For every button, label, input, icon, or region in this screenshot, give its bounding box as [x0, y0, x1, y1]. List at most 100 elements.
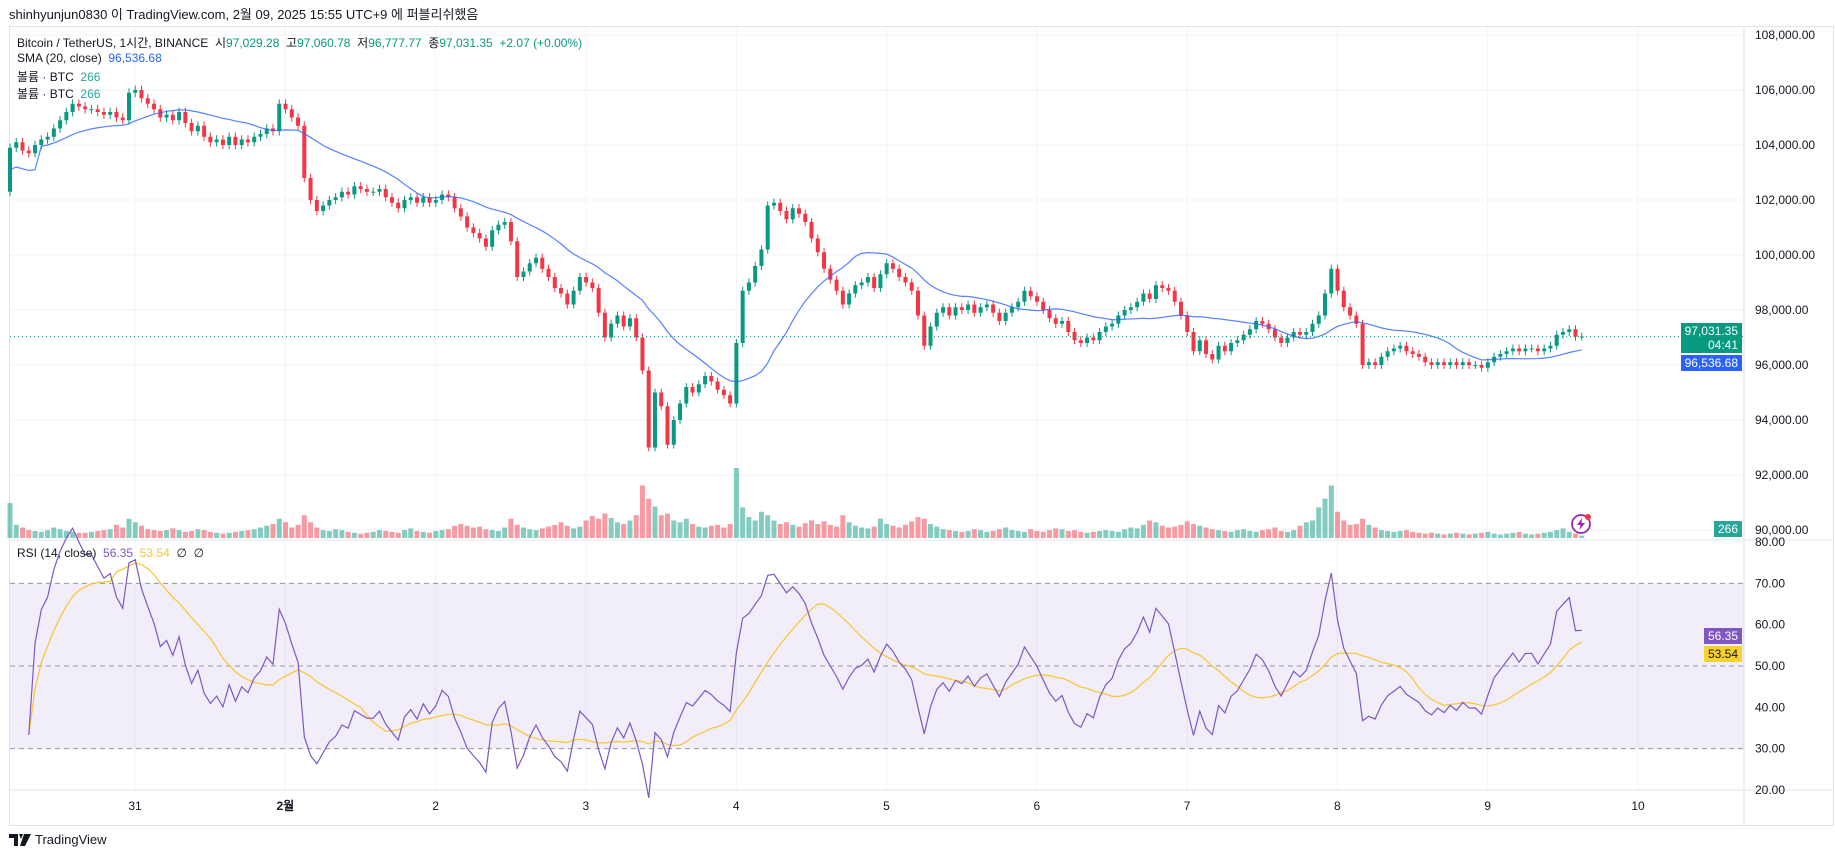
volume-bar [95, 531, 101, 538]
candle-body [834, 279, 839, 291]
candle-body [1473, 365, 1478, 366]
volume-bar [665, 513, 671, 538]
candle-body [396, 202, 401, 209]
sma-legend[interactable]: SMA (20, close) 96,536.68 [17, 51, 162, 65]
candle-body [1335, 268, 1340, 291]
candle-body [120, 117, 125, 121]
candle-body [358, 186, 363, 189]
candle-body [371, 191, 376, 193]
volume-bar [633, 515, 639, 538]
volume-bar [245, 530, 251, 538]
volume-bar [646, 498, 652, 538]
candle-body [815, 238, 820, 253]
volume-bar [959, 531, 965, 538]
time-tick-label: 10 [1631, 799, 1645, 813]
volume-bar [301, 515, 307, 538]
candle-body [840, 290, 845, 305]
symbol-legend[interactable]: Bitcoin / TetherUS, 1시간, BINANCE 시97,029… [17, 34, 582, 51]
volume-bar [1554, 530, 1560, 538]
candle-body [108, 112, 113, 115]
candle-body [189, 123, 194, 132]
time-tick-label: 8 [1334, 799, 1341, 813]
price-tick-label: 92,000.00 [1755, 468, 1809, 482]
candle-body [170, 114, 175, 121]
candle-body [609, 323, 614, 338]
candle-body [339, 191, 344, 198]
volume-bar [1416, 532, 1422, 538]
volume-bar [1322, 498, 1328, 538]
volume-bar [214, 532, 220, 538]
volume-bar [815, 524, 821, 538]
time-tick-label: 31 [128, 799, 142, 813]
volume-legend[interactable]: 볼륨 · BTC 266 [17, 68, 100, 85]
tradingview-logo-icon [9, 833, 31, 846]
close-value: 97,031.35 [439, 36, 493, 50]
candle-body [415, 197, 420, 203]
candle-body [753, 266, 758, 283]
volume-bar [383, 531, 389, 538]
candle-body [1423, 356, 1428, 363]
candle-body [252, 136, 257, 143]
candle-body [346, 191, 351, 195]
candle-body [1385, 351, 1390, 357]
volume-bar [113, 524, 119, 538]
candle-body [364, 189, 369, 192]
candle-body [671, 420, 676, 445]
volume-bar [1040, 531, 1046, 538]
candle-body [1323, 293, 1328, 316]
volume-bar [345, 531, 351, 538]
lightning-icon[interactable] [1570, 513, 1592, 535]
tradingview-logo[interactable]: TradingView [9, 832, 107, 847]
candle-body [1197, 340, 1202, 352]
high-label: 고 [286, 36, 298, 50]
volume-bar [70, 531, 76, 538]
candle-body [76, 103, 81, 107]
time-tick-label: 6 [1033, 799, 1040, 813]
volume-bar [558, 522, 564, 538]
candle-body [1329, 268, 1334, 294]
candle-body [220, 139, 225, 145]
candle-body [809, 222, 814, 239]
rsi-extra-2: ∅ [193, 546, 205, 560]
volume-bar [1378, 530, 1384, 538]
candle-body [828, 268, 833, 280]
candle-body [483, 238, 488, 247]
candle-body [508, 222, 513, 242]
volume-bar [1297, 525, 1303, 538]
volume-bar [207, 531, 213, 538]
logo-text: TradingView [35, 832, 107, 847]
candle-body [1235, 340, 1240, 343]
volume-bar [1422, 533, 1428, 538]
volume-bar [226, 532, 232, 538]
symbol-title: Bitcoin / TetherUS, 1시간, BINANCE [17, 36, 209, 50]
volume-bar [1504, 533, 1510, 538]
candle-body [1078, 340, 1083, 343]
volume-legend-2[interactable]: 볼륨 · BTC 266 [17, 85, 100, 102]
volume-bar [1328, 485, 1334, 538]
candle-body [1272, 329, 1277, 338]
volume-bar [1259, 530, 1265, 538]
candle-body [915, 290, 920, 316]
candle-body [577, 277, 582, 291]
candle-body [1204, 340, 1209, 354]
volume-bar [621, 524, 627, 538]
volume-bar [639, 485, 645, 538]
volume-bar [1140, 524, 1146, 538]
chart-frame[interactable] [9, 26, 1834, 826]
volume-bar [890, 525, 896, 538]
volume-bar [1228, 531, 1234, 538]
volume-bar [1197, 525, 1203, 538]
candle-body [515, 241, 520, 277]
rsi-legend[interactable]: RSI (14, close) 56.35 53.54 ∅ ∅ [17, 546, 204, 560]
candle-body [947, 307, 952, 316]
price-tick-label: 104,000.00 [1755, 138, 1815, 152]
volume-bar [746, 517, 752, 538]
candle-body [1247, 329, 1252, 335]
volume-bar [1278, 531, 1284, 538]
time-tick-label: 7 [1184, 799, 1191, 813]
volume-bar [1266, 529, 1272, 538]
rsi-label: RSI (14, close) [17, 546, 97, 560]
volume-bar [7, 503, 13, 538]
volume-bar [151, 530, 157, 538]
